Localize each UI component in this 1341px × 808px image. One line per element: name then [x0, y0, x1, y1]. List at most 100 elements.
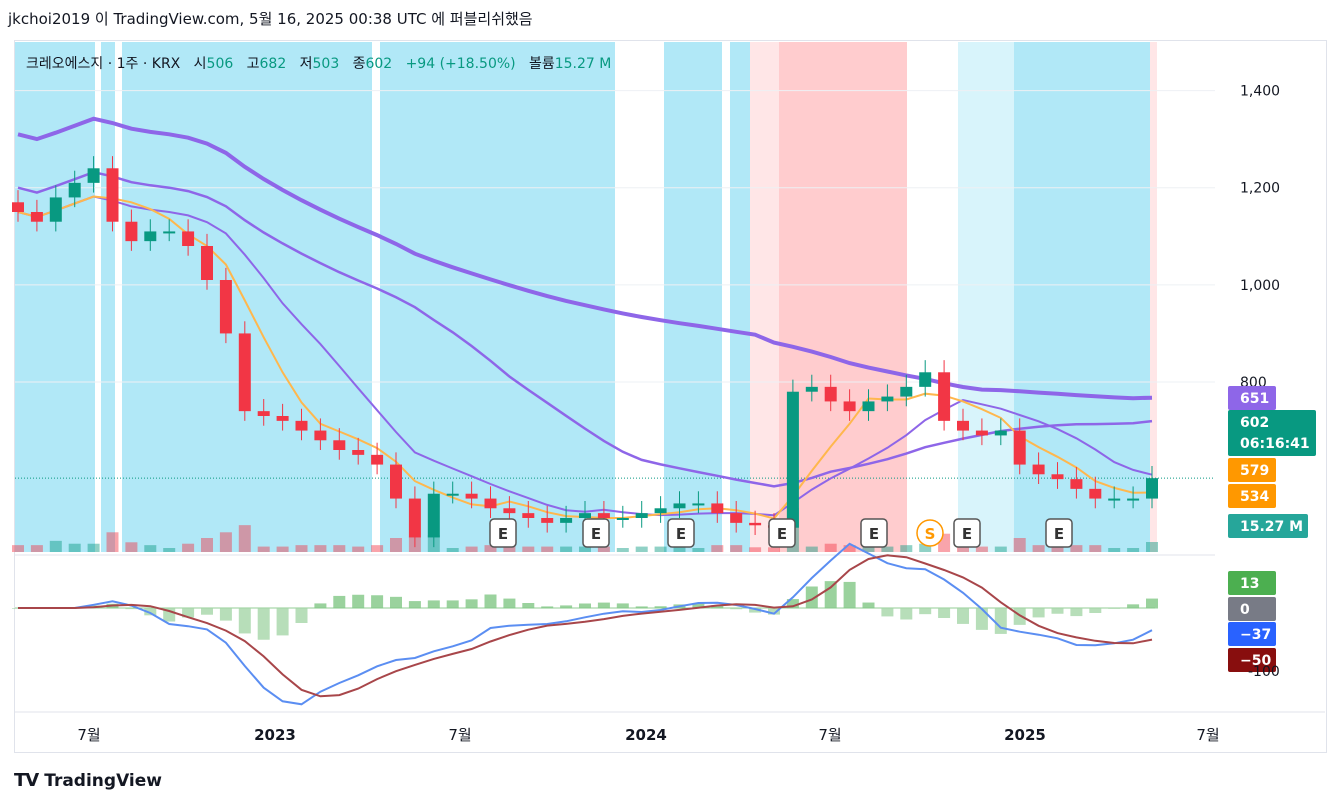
event-marker: E: [953, 518, 981, 548]
macd-histogram-bar: [257, 608, 270, 640]
event-marker: E: [582, 518, 610, 548]
price-label-text: 15.27 M: [1240, 519, 1303, 535]
volume-bar: [106, 532, 119, 552]
macd-histogram-bar: [144, 608, 157, 616]
macd-histogram-bar: [352, 594, 365, 609]
price-label: 15.27 M: [1228, 514, 1308, 538]
event-box: [582, 518, 610, 548]
event-marker: E: [667, 518, 695, 548]
price-label-box: [1228, 410, 1316, 456]
legend-high-label: 고: [246, 56, 260, 72]
volume-bar: [560, 546, 573, 552]
footer: TV TradingView: [14, 770, 162, 791]
candle-body: [12, 202, 24, 212]
volume-bar: [692, 548, 705, 552]
macd-histogram-bar: [276, 608, 289, 636]
volume-bar: [12, 545, 24, 552]
candle-body: [749, 522, 762, 526]
event-box: [953, 518, 981, 548]
volume-bar: [68, 543, 81, 552]
candle-body: [692, 503, 705, 506]
candle-body: [541, 518, 554, 523]
price-label-text: 534: [1240, 489, 1269, 505]
macd-histogram-bar: [371, 595, 384, 609]
candle-body: [257, 411, 270, 416]
candle-body: [484, 498, 497, 509]
background-band: [730, 42, 750, 552]
volume-bar: [957, 545, 969, 552]
macd-histogram-bar: [408, 601, 421, 609]
macd-label-box: [1228, 571, 1276, 595]
volume-bar: [446, 548, 459, 552]
symbol-legend: 크레오에스지 · 1주 · KRX 시506 고682 저503 종602 +9…: [26, 53, 611, 73]
macd-value-label: 13: [1228, 571, 1276, 595]
macd-histogram-bar: [1089, 608, 1102, 613]
legend-close: 602: [365, 56, 393, 72]
macd-histogram-bar: [314, 603, 327, 609]
candle-body: [654, 508, 667, 514]
macd-histogram-bar: [1032, 608, 1045, 618]
macd-signal-line: [18, 554, 1153, 698]
macd-label-text: −37: [1240, 627, 1271, 643]
candle-body: [522, 513, 535, 518]
price-tick-label: 1,000: [1240, 278, 1280, 294]
candle-body: [579, 513, 591, 518]
volume-bar: [371, 545, 384, 552]
candle-body: [465, 493, 478, 499]
macd-value-label: −50: [1228, 648, 1276, 672]
candle-body: [125, 221, 138, 242]
macd-histogram-bar: [994, 608, 1007, 634]
macd-histogram-bar: [786, 599, 799, 609]
candle-body: [975, 430, 988, 436]
price-label: 651: [1228, 386, 1276, 410]
legend-symbol: 크레오에스지 · 1주 · KRX: [26, 56, 181, 72]
legend-open: 506: [206, 56, 234, 72]
price-axis: 1,4001,2001,00080065160206:16:4157953415…: [1228, 84, 1316, 680]
volume-bar: [616, 548, 629, 552]
time-tick-label: 2024: [625, 726, 667, 744]
legend-low: 503: [312, 56, 340, 72]
volume-bar: [352, 546, 365, 552]
macd-histogram-bar: [219, 608, 232, 621]
time-tick-label: 7월: [448, 726, 471, 744]
time-tick-label: 2025: [1004, 726, 1046, 744]
macd-panel: [12, 542, 1158, 706]
macd-histogram-bar: [805, 586, 818, 609]
macd-histogram-bar: [1051, 608, 1064, 614]
macd-histogram-bar: [711, 605, 724, 609]
candle-body: [957, 420, 969, 431]
candle-body: [503, 508, 516, 514]
event-label: S: [925, 525, 936, 543]
event-label: E: [676, 525, 686, 543]
macd-histogram-bar: [503, 598, 516, 609]
background-band: [750, 42, 779, 552]
volume-bar: [1013, 538, 1026, 552]
candle-body: [1051, 474, 1064, 480]
candle-body: [295, 420, 308, 431]
legend-high: 682: [259, 56, 287, 72]
candle-body: [635, 513, 648, 518]
legend-low-label: 저: [299, 56, 313, 72]
candle-body: [862, 401, 875, 412]
macd-histogram-bar: [654, 606, 667, 609]
candle-body: [30, 212, 43, 222]
volume-bar: [1051, 546, 1064, 552]
candle-body: [238, 333, 251, 412]
legend-volume-label: 볼륨: [528, 56, 555, 72]
background-band: [101, 42, 115, 552]
volume-bar: [749, 547, 762, 552]
volume-bar: [30, 545, 43, 552]
publish-header: jkchoi2019 이 TradingView.com, 5월 16, 202…: [8, 10, 533, 28]
macd-label-box: [1228, 597, 1276, 621]
volume-bar: [711, 545, 724, 552]
event-label: E: [591, 525, 601, 543]
macd-histogram-bar: [1108, 608, 1121, 609]
background-band: [122, 42, 372, 552]
price-label-text: 579: [1240, 463, 1269, 479]
candle-body: [144, 231, 157, 242]
macd-histogram-bar: [635, 606, 648, 609]
volume-bar: [654, 546, 667, 552]
candle-body: [1070, 479, 1083, 489]
price-label-box: [1228, 514, 1308, 538]
